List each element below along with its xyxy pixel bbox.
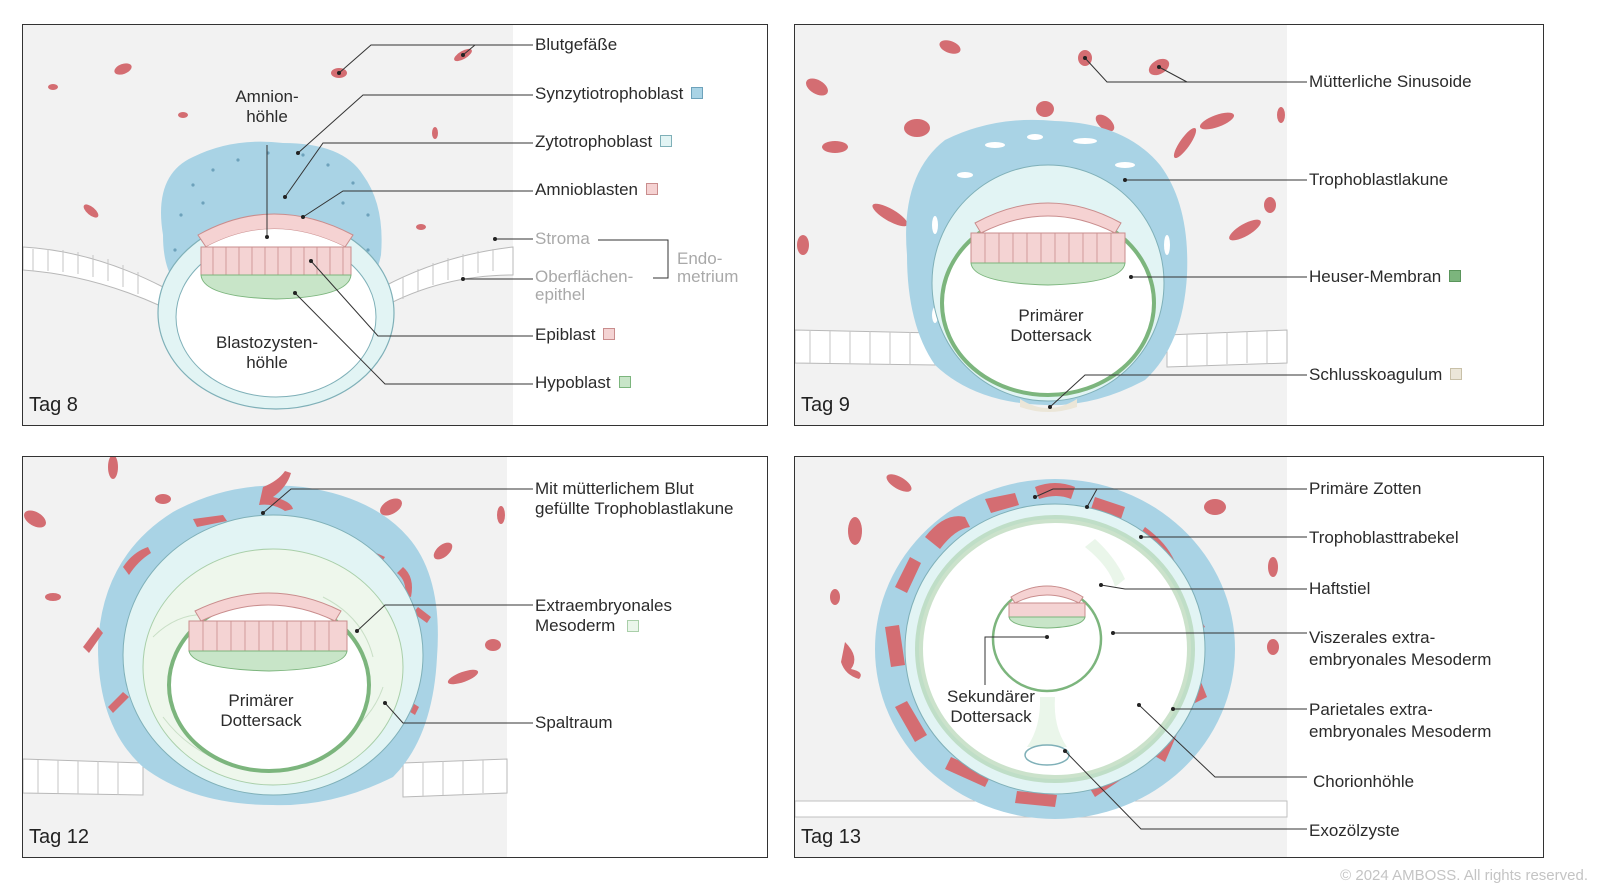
day-13-illustration [795, 457, 1307, 857]
hypoblast [200, 274, 352, 300]
blood-filled-lacuna-label: Mit mütterlichem Blut gefüllte Trophobla… [535, 479, 734, 518]
day-label: Tag 8 [29, 394, 78, 416]
amnion-cavity [206, 229, 345, 247]
blood-vessels-label: Blutgefäße [535, 35, 618, 54]
stalk-to-exocoelom [1027, 697, 1067, 747]
hypoblast [1008, 616, 1086, 629]
surface-epithelium [23, 758, 508, 798]
trophoblast-trabecula-label: Trophoblasttrabekel [1309, 528, 1459, 547]
cleft-space-label: Spaltraum [535, 713, 613, 732]
cytotrophoblast-swatch [660, 135, 673, 147]
epiblast-label: Epiblast [535, 325, 616, 345]
closing-coagulum [1020, 399, 1077, 412]
leader-lines [266, 44, 669, 385]
heuser-membrane-label: Heuser-Membran [1309, 267, 1462, 287]
blastocyst-cavity-label: Blastozysten- höhle [215, 333, 319, 372]
primary-yolk-sac-label: Primärer Dottersack [220, 691, 302, 730]
panel-day-9: Primärer Dottersack Mütterliche Sinusoid… [794, 24, 1544, 426]
blood-vessels [830, 474, 1279, 679]
connecting-stalk-label: Haftstiel [1309, 579, 1371, 598]
hypoblast [970, 262, 1126, 286]
hypoblast-label: Hypoblast [535, 373, 631, 393]
epiblast-swatch [603, 328, 616, 340]
visceral-mesoderm-label: Viszerales extra- embryonales Mesoderm [1309, 628, 1492, 669]
endometrium-label: Endo- metrium [677, 249, 739, 286]
maternal-sinusoids-label: Mütterliche Sinusoide [1309, 72, 1472, 91]
panel-day-8: Amnion- höhle Blastozysten- höhle Blutge… [22, 24, 768, 426]
extraembryonic-mesoderm-label: Extraembryonales Mesoderm [535, 596, 673, 635]
panel-day-13: Sekundärer Dottersack Primäre Zotten Tro… [794, 456, 1544, 858]
connecting-stalk [1085, 539, 1125, 587]
exocoelomic-cyst-label: Exozölzyste [1309, 821, 1400, 840]
epiblast [1008, 602, 1086, 618]
day-12-illustration [23, 457, 533, 857]
parietal-mesoderm-label: Parietales extra- embryonales Mesoderm [1309, 700, 1492, 741]
chorionic-cavity-label: Chorionhöhle [1313, 772, 1415, 791]
stroma-label: Stroma [535, 229, 590, 248]
day-8-illustration [23, 25, 669, 425]
amnioblasts-swatch [646, 183, 659, 195]
leader-lines [984, 488, 1307, 830]
leader-lines [1049, 57, 1307, 408]
epiblast [970, 232, 1126, 264]
epiblast [188, 620, 348, 652]
hypoblast [188, 650, 348, 672]
cytotrophoblast-label: Zytotrophoblast [535, 132, 673, 152]
day-label: Tag 9 [801, 394, 850, 416]
trophoblast-lacunae [932, 134, 1170, 323]
closing-coagulum-label: Schlusskoagulum [1309, 365, 1463, 385]
panel-day-12: Primärer Dottersack Mit mütterlichem Blu… [22, 456, 768, 858]
primary-villi-label: Primäre Zotten [1309, 479, 1422, 498]
secondary-yolk-sac-label: Sekundärer Dottersack [947, 687, 1035, 726]
trophoblast-lacuna-label: Trophoblastlakune [1309, 170, 1449, 189]
amnioblasts-label: Amnioblasten [535, 180, 659, 200]
day-label: Tag 12 [29, 826, 90, 848]
primary-yolk-sac-label: Primärer Dottersack [1010, 306, 1092, 345]
mesoderm-swatch [627, 620, 639, 632]
amnioblasts [194, 592, 342, 622]
hypoblast-swatch [618, 376, 631, 388]
amnion-cavity-label: Amnion- höhle [235, 87, 299, 126]
heuser-swatch [1449, 270, 1462, 282]
blood-vessels [48, 48, 472, 230]
day-label: Tag 13 [801, 826, 862, 848]
leader-lines [262, 488, 533, 724]
epiblast [200, 246, 352, 276]
syncytiotrophoblast-swatch [691, 87, 704, 99]
day-9-illustration [795, 25, 1307, 425]
blood-vessels [24, 457, 505, 685]
exocoelomic-cyst [1024, 744, 1070, 766]
syncytiotrophoblast-label: Synzytiotrophoblast [535, 84, 704, 104]
coagulum-swatch [1450, 368, 1463, 380]
copyright-notice: © 2024 AMBOSS. All rights reserved. [1340, 867, 1588, 884]
surface-epithelium-label: Oberflächen- epithel [535, 267, 634, 304]
